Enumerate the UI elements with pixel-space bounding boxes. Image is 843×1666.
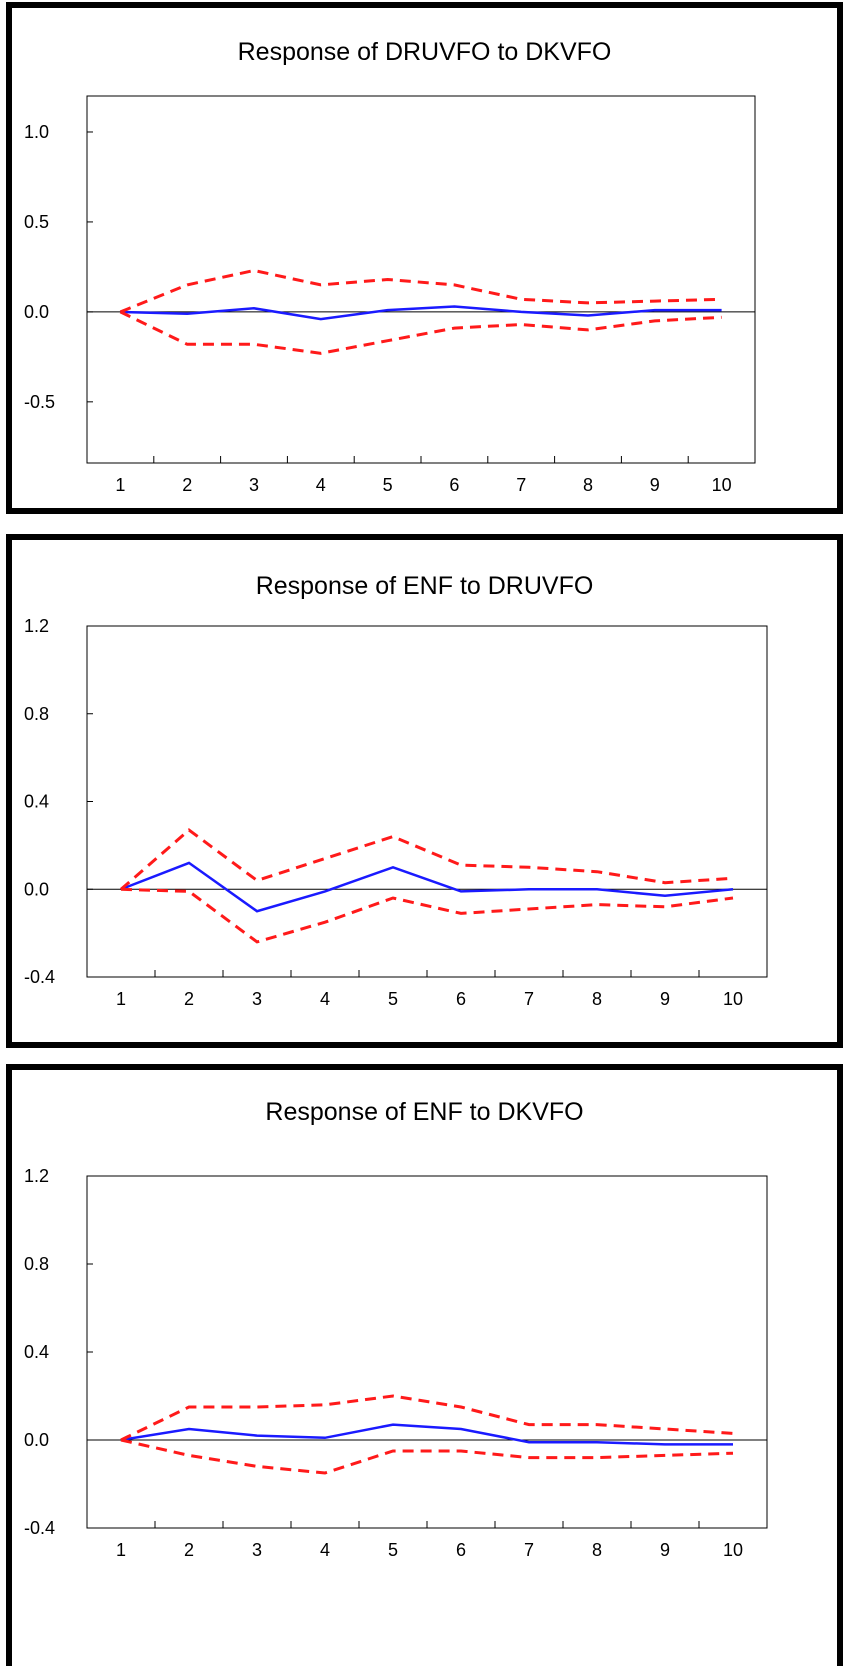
response-line — [120, 1423, 733, 1446]
x-tick-label: 2 — [184, 989, 194, 1009]
x-tick-label: 2 — [182, 475, 192, 495]
y-tick-label: -0.4 — [24, 967, 55, 987]
x-tick-label: 8 — [592, 989, 602, 1009]
x-tick-label: 4 — [316, 475, 326, 495]
chart-panel-3: Response of ENF to DKVFO 1.2 0.8 0.4 0.0 -0.… — [6, 1064, 843, 1666]
y-tick-label: 0.0 — [24, 302, 49, 322]
x-tick-label: 5 — [388, 1540, 398, 1560]
chart-plot-1: 1.0 0.5 0.0 -0.5 1 2 3 4 5 6 7 8 9 10 — [24, 95, 756, 495]
x-tick-label: 3 — [249, 475, 259, 495]
x-tick-label: 7 — [524, 989, 534, 1009]
y-tick-label: 0.4 — [24, 792, 49, 812]
y-tick-label: 1.2 — [24, 1166, 49, 1186]
x-tick-label: 4 — [320, 1540, 330, 1560]
y-tick-label: -0.4 — [24, 1518, 55, 1538]
x-tick-label: 7 — [524, 1540, 534, 1560]
y-tick-label: 0.5 — [24, 212, 49, 232]
y-tick-label: 0.8 — [24, 704, 49, 724]
x-tick-label: 6 — [449, 475, 459, 495]
chart-panel-2: Response of ENF to DRUVFO 1.2 0.8 0.4 0.0 -0… — [6, 534, 843, 1048]
chart-plot-2: 1.2 0.8 0.4 0.0 -0.4 1 2 3 4 5 6 7 8 9 10 — [24, 616, 768, 1009]
x-tick-label: 5 — [388, 989, 398, 1009]
x-tick-label: 3 — [252, 989, 262, 1009]
x-tick-label: 9 — [650, 475, 660, 495]
chart-panel-1: Response of DRUVFO to DKVFO 1.0 0.5 0.0 -0.… — [6, 2, 843, 514]
lower-band-line — [119, 310, 722, 355]
chart-plot-3: 1.2 0.8 0.4 0.0 -0.4 1 2 3 4 5 6 7 8 9 10 — [24, 1166, 768, 1560]
plot-frame — [86, 625, 768, 978]
x-tick-label: 9 — [660, 1540, 670, 1560]
x-tick-label: 1 — [115, 475, 125, 495]
x-tick-label: 10 — [723, 1540, 743, 1560]
x-tick-label: 10 — [712, 475, 732, 495]
y-tick-label: 0.8 — [24, 1254, 49, 1274]
upper-band-line — [120, 1394, 734, 1442]
response-line — [120, 861, 734, 913]
lower-band-line — [120, 1438, 734, 1475]
plot-frame — [86, 95, 756, 464]
upper-band-line — [119, 268, 722, 314]
x-tick-label: 1 — [116, 989, 126, 1009]
chart-title: Response of ENF to DKVFO — [265, 1098, 584, 1126]
response-line — [120, 305, 722, 321]
y-tick-label: 0.0 — [24, 1430, 49, 1450]
y-tick-label: 0.4 — [24, 1342, 49, 1362]
y-tick-label: 1.0 — [24, 122, 49, 142]
chart-title: Response of ENF to DRUVFO — [255, 572, 594, 600]
x-tick-label: 1 — [116, 1540, 126, 1560]
x-tick-label: 4 — [320, 989, 330, 1009]
x-tick-label: 6 — [456, 1540, 466, 1560]
y-tick-label: 1.2 — [24, 616, 49, 636]
x-tick-label: 2 — [184, 1540, 194, 1560]
chart-title: Response of DRUVFO to DKVFO — [237, 38, 612, 66]
x-tick-label: 7 — [516, 475, 526, 495]
x-tick-label: 5 — [383, 475, 393, 495]
lower-band-line — [120, 887, 734, 944]
x-tick-label: 3 — [252, 1540, 262, 1560]
x-tick-label: 8 — [583, 475, 593, 495]
x-tick-label: 10 — [723, 989, 743, 1009]
x-tick-label: 9 — [660, 989, 670, 1009]
plot-frame — [86, 1175, 768, 1529]
upper-band-line — [120, 828, 734, 891]
y-tick-label: 0.0 — [24, 879, 49, 899]
y-tick-label: -0.5 — [24, 392, 55, 412]
x-tick-label: 8 — [592, 1540, 602, 1560]
x-tick-label: 6 — [456, 989, 466, 1009]
